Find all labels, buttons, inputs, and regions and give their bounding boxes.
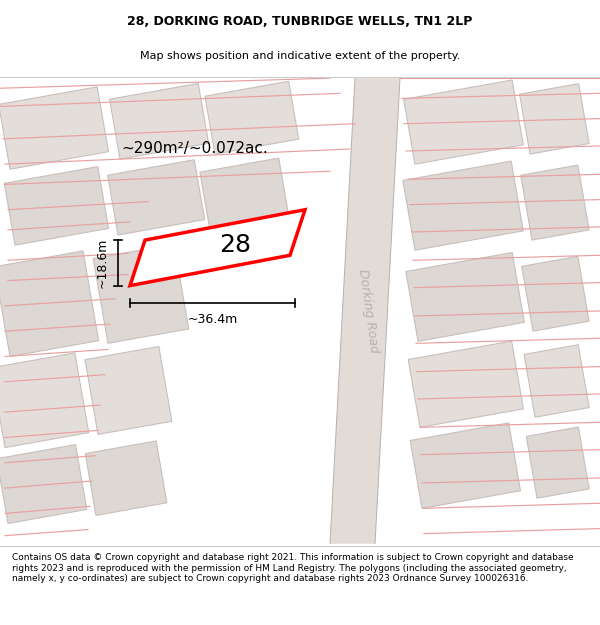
Text: Map shows position and indicative extent of the property.: Map shows position and indicative extent… bbox=[140, 51, 460, 61]
Polygon shape bbox=[526, 427, 589, 498]
Polygon shape bbox=[130, 210, 305, 286]
Polygon shape bbox=[410, 423, 520, 508]
Polygon shape bbox=[0, 251, 98, 356]
Polygon shape bbox=[205, 81, 299, 154]
Polygon shape bbox=[522, 256, 589, 331]
Polygon shape bbox=[0, 87, 109, 169]
Polygon shape bbox=[330, 78, 400, 544]
Polygon shape bbox=[524, 345, 589, 418]
Polygon shape bbox=[110, 84, 209, 159]
Polygon shape bbox=[85, 441, 167, 516]
Text: ~18.6m: ~18.6m bbox=[95, 238, 109, 288]
Polygon shape bbox=[200, 158, 289, 230]
Polygon shape bbox=[0, 353, 89, 447]
Text: ~290m²/~0.072ac.: ~290m²/~0.072ac. bbox=[122, 141, 268, 156]
Text: ~36.4m: ~36.4m bbox=[187, 312, 238, 326]
Polygon shape bbox=[4, 167, 109, 245]
Polygon shape bbox=[408, 341, 523, 428]
Polygon shape bbox=[404, 80, 523, 164]
Polygon shape bbox=[403, 161, 523, 250]
Polygon shape bbox=[85, 346, 172, 434]
Polygon shape bbox=[0, 444, 87, 524]
Polygon shape bbox=[107, 160, 205, 235]
Polygon shape bbox=[521, 165, 589, 240]
Text: Contains OS data © Crown copyright and database right 2021. This information is : Contains OS data © Crown copyright and d… bbox=[12, 554, 574, 583]
Text: 28: 28 bbox=[219, 233, 251, 257]
Polygon shape bbox=[520, 84, 589, 154]
Text: 28, DORKING ROAD, TUNBRIDGE WELLS, TN1 2LP: 28, DORKING ROAD, TUNBRIDGE WELLS, TN1 2… bbox=[127, 16, 473, 28]
Polygon shape bbox=[93, 244, 189, 343]
Text: Dorking Road: Dorking Road bbox=[356, 268, 380, 354]
Polygon shape bbox=[406, 253, 524, 341]
